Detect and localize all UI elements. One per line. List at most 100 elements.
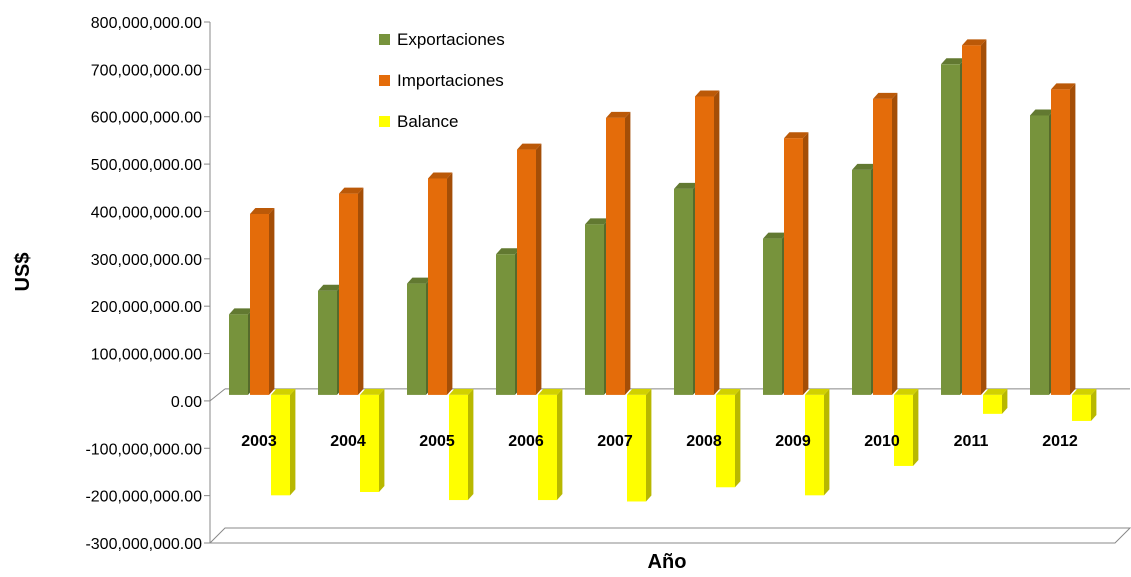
bar-front (229, 314, 248, 395)
bar-top (941, 58, 966, 65)
bar-top (962, 39, 987, 46)
bar-side (824, 388, 830, 496)
category-label-2011: 2011 (954, 433, 989, 450)
legend-swatch-importaciones (379, 75, 390, 86)
category-label-2010: 2010 (864, 433, 900, 450)
bar-top (1051, 83, 1076, 90)
bar-front (716, 394, 735, 488)
bar-balance-2007 (627, 388, 652, 502)
bar-top (428, 172, 453, 179)
bar-top (873, 92, 898, 99)
bar-side (803, 132, 809, 395)
bar-front (852, 169, 871, 395)
bar-front (894, 394, 913, 466)
bar-front (496, 254, 515, 395)
bar-front (360, 394, 379, 493)
x-axis-labels: 2003 2004 2005 2006 2007 2008 2009 2010 2011 2012 (241, 433, 1078, 450)
bar-top (674, 182, 699, 189)
y-tick-label: -100,000,000.00 (85, 441, 202, 458)
y-tick-label: 600,000,000.00 (91, 110, 202, 127)
bar-exportaciones-2009 (763, 232, 788, 395)
bar-top (716, 388, 741, 395)
bar-top (318, 284, 343, 291)
y-tick-label: 0.00 (171, 394, 202, 411)
bar-top (229, 308, 254, 315)
bar-side (468, 388, 474, 501)
floor (209, 527, 1131, 544)
bar-front (318, 290, 337, 395)
bar-importaciones-2006 (517, 143, 542, 395)
bar-top (271, 388, 296, 395)
bar-side (714, 90, 720, 395)
bar-side (358, 187, 364, 395)
bar-front (339, 193, 358, 395)
legend-swatch-exportaciones (379, 34, 390, 45)
bar-importaciones-2007 (606, 111, 631, 395)
bar-front (250, 213, 269, 395)
y-tick-label: 500,000,000.00 (91, 157, 202, 174)
bar-front (1072, 394, 1091, 421)
y-tick-label: 100,000,000.00 (91, 347, 202, 364)
bar-top (585, 218, 610, 225)
bar-exportaciones-2007 (585, 218, 610, 395)
bar-side (913, 388, 919, 466)
bar-side (625, 111, 631, 395)
y-tick-label: -200,000,000.00 (85, 489, 202, 506)
bar-side (447, 172, 453, 395)
category-label-2007: 2007 (597, 433, 633, 450)
bar-balance-2008 (716, 388, 741, 488)
bar-importaciones-2008 (695, 90, 720, 395)
bar-side (536, 143, 542, 395)
bar-side (1091, 388, 1097, 421)
bar-front (517, 149, 536, 395)
y-tick-label: -300,000,000.00 (85, 536, 202, 553)
y-tick-label: 200,000,000.00 (91, 299, 202, 316)
bars (229, 39, 1097, 502)
bar-front (538, 394, 557, 501)
bar-front (627, 394, 646, 502)
bar-side (981, 39, 987, 395)
bar-front (428, 178, 447, 395)
bar-exportaciones-2006 (496, 248, 521, 395)
category-label-2005: 2005 (419, 433, 455, 450)
bar-front (784, 138, 803, 395)
category-label-2009: 2009 (775, 433, 811, 450)
category-label-2008: 2008 (686, 433, 722, 450)
bar-front (271, 394, 290, 496)
bar-balance-2012 (1072, 388, 1097, 421)
legend-label-balance: Balance (397, 112, 458, 131)
bar-front (1030, 115, 1049, 395)
y-axis-title: US$ (12, 253, 34, 292)
bar-side (269, 207, 275, 395)
bar-front (674, 188, 693, 395)
legend-label-importaciones: Importaciones (397, 71, 504, 90)
bar-top (496, 248, 521, 255)
bar-top (763, 232, 788, 239)
bar-front (763, 238, 782, 395)
legend-label-exportaciones: Exportaciones (397, 30, 505, 49)
bar-side (1070, 83, 1076, 395)
bar-front (449, 394, 468, 501)
bar-front (983, 394, 1002, 414)
bar-top (250, 207, 275, 214)
bar-exportaciones-2005 (407, 277, 432, 395)
bar-top (517, 143, 542, 150)
bar-importaciones-2010 (873, 92, 898, 395)
bar-side (646, 388, 652, 502)
bar-front (941, 64, 960, 395)
bar-exportaciones-2004 (318, 284, 343, 395)
bar-exportaciones-2003 (229, 308, 254, 395)
bar-front (585, 224, 604, 395)
bar-side (557, 388, 563, 501)
category-label-2012: 2012 (1042, 433, 1078, 450)
y-tick-label: 400,000,000.00 (91, 204, 202, 221)
bar-balance-2004 (360, 388, 385, 493)
bar-top (695, 90, 720, 97)
bar-top (1030, 109, 1055, 116)
bar-top (339, 187, 364, 194)
bar-side (735, 388, 741, 488)
bar-top (407, 277, 432, 284)
bar-side (892, 92, 898, 395)
bar-top (606, 111, 631, 118)
bar-top (538, 388, 563, 395)
